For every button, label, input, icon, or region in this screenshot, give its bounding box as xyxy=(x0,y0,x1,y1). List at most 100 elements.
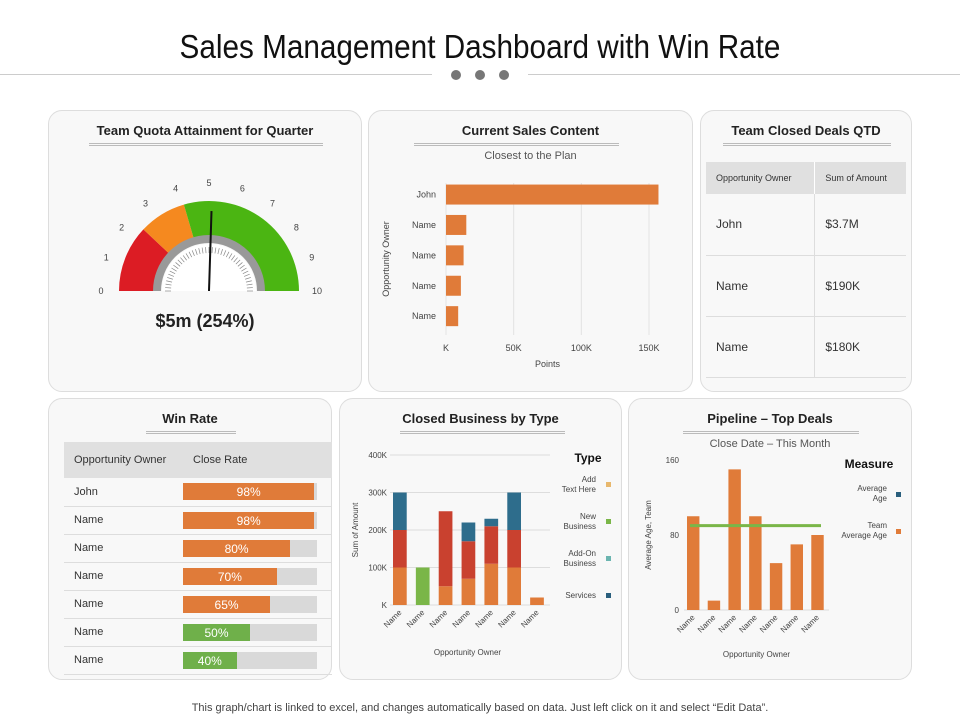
bar-segment xyxy=(438,586,453,605)
table-row: Name 40% xyxy=(64,646,332,674)
y-tick-label: 100K xyxy=(368,564,387,573)
gauge-minor-tick xyxy=(165,283,172,286)
legend-label: Business xyxy=(564,522,596,531)
rate-bar-track: 70% xyxy=(183,567,317,585)
x-tick-label: 150K xyxy=(638,343,659,353)
rate-bar-track: 98% xyxy=(183,511,317,529)
legend-label: Add xyxy=(582,475,596,484)
x-tick-label: Name xyxy=(779,613,801,635)
owner-cell: Name xyxy=(74,654,104,666)
y-tick-label: K xyxy=(382,601,388,610)
table-row: John 98% xyxy=(64,478,332,506)
gauge-needle xyxy=(208,211,213,292)
x-tick-label: Name xyxy=(405,608,427,630)
panel-title: Team Closed Deals QTD xyxy=(731,123,881,138)
legend-label: Team xyxy=(867,521,887,530)
rate-label: 40% xyxy=(197,653,222,668)
gauge-minor-tick xyxy=(185,253,190,259)
gauge-minor-tick xyxy=(242,270,249,275)
gauge-minor-tick xyxy=(173,264,179,269)
bar-segment xyxy=(393,530,407,568)
rate-label: 98% xyxy=(236,485,261,500)
y-tick-label: 200K xyxy=(368,526,387,535)
x-tick-label: 50K xyxy=(506,343,522,353)
closed-deals-panel: Team Closed Deals QTD Opportunity Owner S… xyxy=(700,110,912,392)
x-tick-label: Name xyxy=(675,613,697,635)
x-tick-label: Name xyxy=(451,608,473,630)
gauge-minor-tick xyxy=(167,277,173,280)
bar-segment xyxy=(461,522,476,542)
rate-bar-fill xyxy=(183,567,277,585)
close-rate-cell: 98% xyxy=(183,506,332,534)
x-tick-label: Name xyxy=(737,613,759,635)
gauge-minor-tick xyxy=(235,259,241,265)
gauge-rim xyxy=(153,235,265,292)
title-underline xyxy=(89,143,323,146)
bar xyxy=(446,214,467,235)
bar-segment xyxy=(484,518,499,527)
rate-bar-fill xyxy=(183,623,250,641)
legend-label: Age xyxy=(873,494,888,503)
y-axis-label: Opportunity Owner xyxy=(381,221,391,297)
close-rate-cell: 98% xyxy=(183,478,332,506)
bar xyxy=(446,245,464,266)
legend-swatch xyxy=(606,556,611,561)
win-rate-table: Opportunity Owner Close Rate John 98% Name 9… xyxy=(64,442,332,675)
x-tick-label: Name xyxy=(717,613,739,635)
gauge-minor-tick xyxy=(245,277,251,280)
amount-cell: $190K xyxy=(814,255,906,316)
dot xyxy=(475,70,485,80)
gauge-tick-label: 6 xyxy=(240,183,245,193)
close-rate-cell: 65% xyxy=(183,590,332,618)
legend-title: Measure xyxy=(845,457,894,471)
y-tick-label: 160 xyxy=(666,456,680,465)
column-header: Opportunity Owner xyxy=(64,442,183,478)
x-tick-label: Name xyxy=(382,608,404,630)
x-tick-label: Name xyxy=(474,608,496,630)
gauge-band xyxy=(119,229,169,291)
y-tick-label: 400K xyxy=(368,451,387,460)
chart-subtitle: Closest to the Plan xyxy=(484,150,577,162)
win-rate-panel: Win Rate Opportunity Owner Close Rate Joh… xyxy=(48,398,332,680)
gauge-minor-tick xyxy=(166,280,173,283)
gauge-tick-label: 2 xyxy=(119,223,124,233)
bar-segment xyxy=(393,492,407,530)
bar xyxy=(707,600,721,610)
rate-bar-fill xyxy=(183,651,237,669)
gauge-minor-tick xyxy=(182,255,187,261)
bar-segment xyxy=(484,563,499,605)
gauge-minor-tick xyxy=(241,267,247,272)
gauge: 0 1 2 3 4 5 6 7 8 9 10 xyxy=(98,178,322,296)
y-tick-label: 300K xyxy=(368,489,387,498)
legend-label: Business xyxy=(564,559,596,568)
column-header: Close Rate xyxy=(183,442,332,478)
owner-cell: John xyxy=(74,485,98,498)
gauge-minor-tick xyxy=(246,283,253,286)
panel-title: Team Quota Attainment for Quarter xyxy=(96,123,314,138)
gauge-minor-tick xyxy=(169,270,176,275)
legend-swatch xyxy=(606,482,611,487)
gauge-minor-tick xyxy=(175,262,181,267)
table-row: Name 65% xyxy=(64,590,332,618)
panel-title: Current Sales Content xyxy=(461,123,600,138)
owner-cell: Name xyxy=(74,514,104,526)
rate-bar-track: 50% xyxy=(183,623,317,641)
legend-label: Text Here xyxy=(562,485,597,494)
table-row: Name 50% xyxy=(64,618,332,646)
bar-segment xyxy=(507,530,521,568)
bar-segment xyxy=(484,526,499,564)
legend-label: Services xyxy=(565,591,596,600)
dot xyxy=(451,70,461,80)
gauge-minor-tick xyxy=(195,249,198,255)
panel-title: Pipeline – Top Deals xyxy=(707,411,833,426)
page-title: Sales Management Dashboard with Win Rate xyxy=(179,28,781,65)
amount-cell: $3.7M xyxy=(814,194,906,255)
owner-cell: Name xyxy=(74,570,104,582)
rate-bar-track: 40% xyxy=(183,651,317,669)
legend-swatch xyxy=(896,529,901,534)
legend-swatch xyxy=(606,593,611,598)
gauge-minor-tick xyxy=(217,248,220,255)
x-tick-label: Name xyxy=(758,613,780,635)
divider xyxy=(0,74,432,75)
y-tick-label: 0 xyxy=(675,606,680,615)
